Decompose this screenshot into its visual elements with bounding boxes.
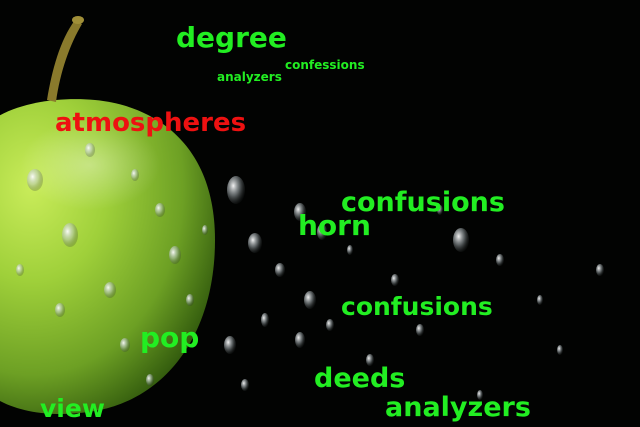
water-droplet — [596, 264, 604, 276]
water-droplet — [294, 203, 306, 221]
apple-stem-tip — [72, 16, 84, 24]
water-droplet — [304, 291, 316, 309]
overlay-word: horn — [298, 209, 371, 242]
water-droplet — [477, 390, 483, 400]
water-droplet — [317, 224, 327, 240]
overlay-word: confessions — [285, 58, 365, 72]
water-droplet — [224, 336, 236, 354]
water-droplet — [391, 274, 399, 286]
overlay-word: view — [40, 394, 105, 423]
overlay-word: degree — [176, 21, 287, 54]
water-droplet — [27, 169, 43, 191]
water-droplet — [155, 203, 165, 217]
apple-icon — [0, 16, 215, 414]
water-droplet — [16, 264, 24, 276]
water-droplet — [227, 176, 245, 204]
water-droplet — [453, 228, 469, 252]
water-droplet — [416, 324, 424, 336]
water-droplet — [366, 354, 374, 366]
water-droplet — [248, 233, 262, 253]
overlay-word: confusions — [341, 187, 505, 218]
water-droplet — [437, 205, 443, 215]
water-droplet — [131, 169, 139, 181]
water-droplet — [326, 319, 334, 331]
water-droplet — [241, 379, 249, 391]
water-droplet — [347, 245, 353, 255]
water-droplet — [275, 263, 285, 277]
water-droplet — [557, 345, 563, 355]
apple-highlight — [20, 120, 160, 210]
water-droplet — [146, 374, 154, 386]
water-droplet — [496, 254, 504, 266]
water-droplet — [62, 223, 78, 247]
overlay-word: confusions — [341, 292, 493, 321]
apple-stem — [47, 20, 82, 102]
water-droplet — [104, 282, 116, 298]
water-droplet — [85, 143, 95, 157]
water-droplet — [295, 332, 305, 348]
overlay-word: deeds — [314, 363, 406, 394]
overlay-word: pop — [140, 321, 200, 354]
water-droplet — [261, 313, 269, 327]
overlay-word: atmospheres — [55, 108, 247, 138]
overlay-word: analyzers — [217, 70, 282, 84]
water-droplet — [537, 295, 543, 305]
water-droplet — [186, 294, 194, 306]
water-droplets — [16, 143, 604, 400]
overlay-word: analyzers — [385, 392, 531, 423]
water-droplet — [169, 246, 181, 264]
water-droplet — [120, 338, 130, 352]
water-droplet — [202, 225, 208, 235]
water-droplet — [55, 303, 65, 317]
